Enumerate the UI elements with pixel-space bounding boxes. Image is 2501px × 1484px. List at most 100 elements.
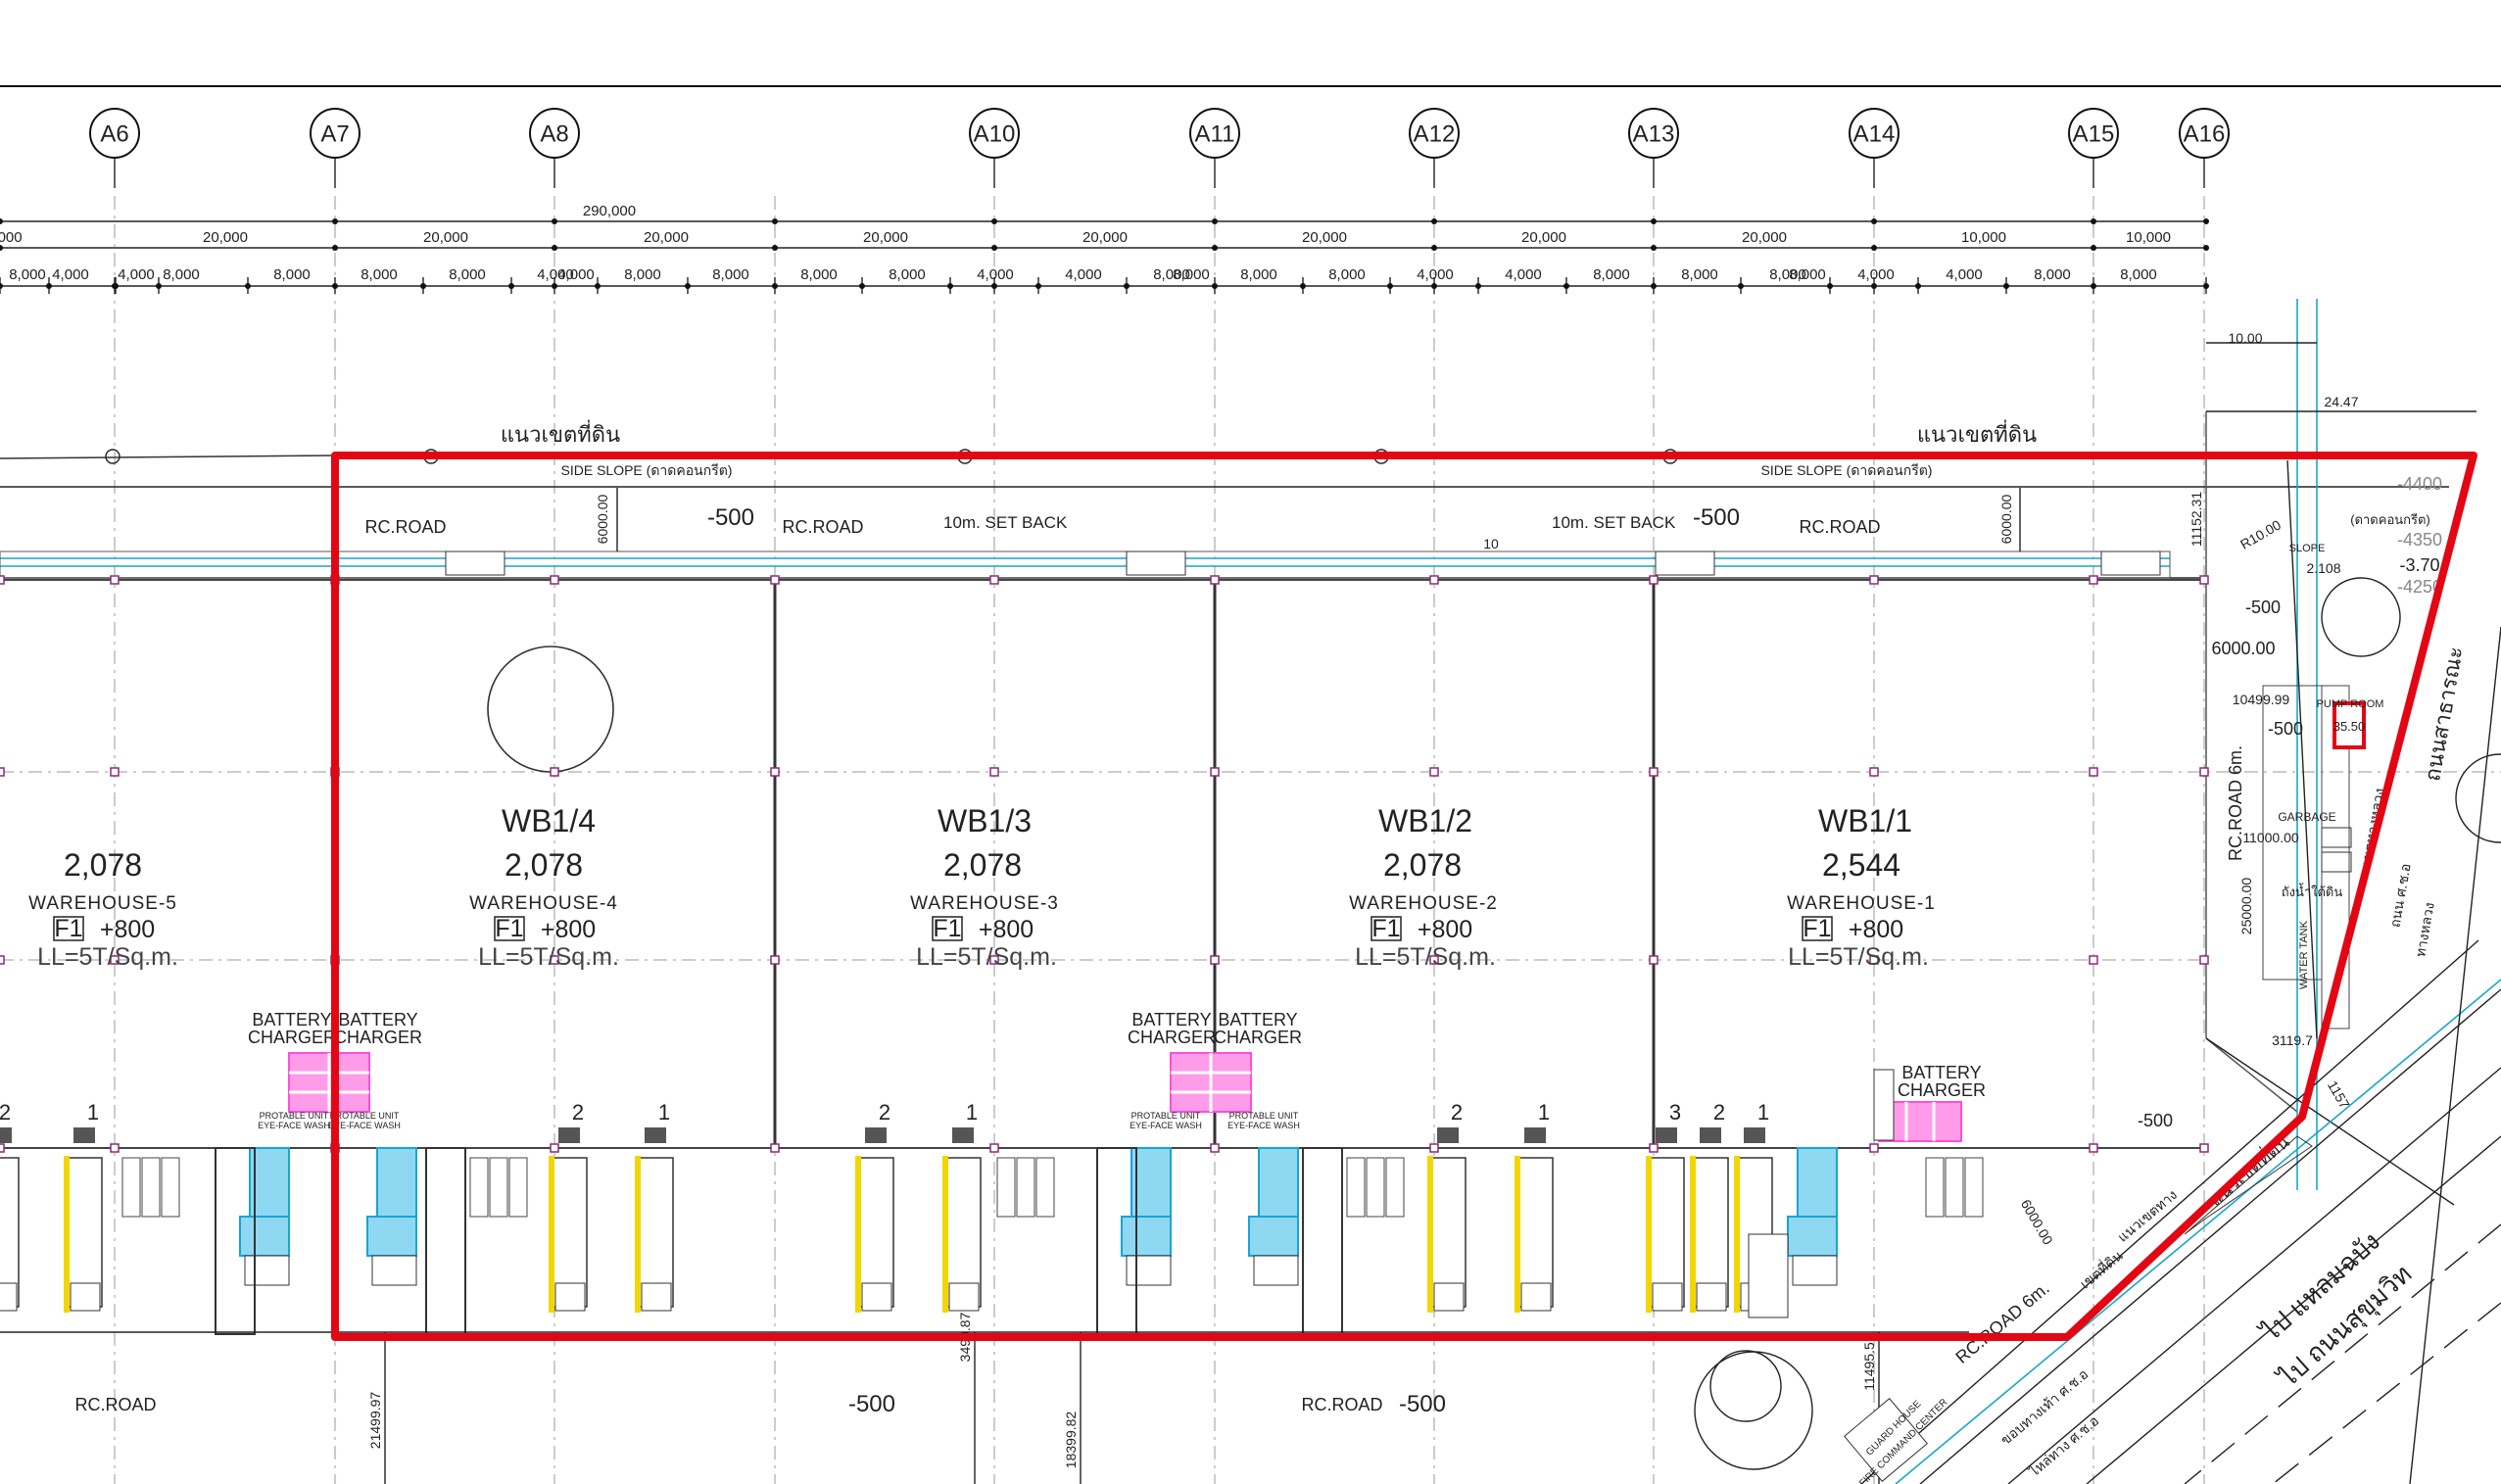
axis-label: A16 <box>2184 121 2226 148</box>
bay-dim-4: 20,000 <box>863 229 908 246</box>
bay-dim-8: 20,000 <box>1742 229 1787 246</box>
warehouse-area: 2,078 <box>505 847 583 883</box>
dock-number: 1 <box>1538 1100 1550 1125</box>
battery-charger-zone-left: BATTERY CHARGER BATTERY CHARGER PROTABLE… <box>248 1010 422 1130</box>
parking-space <box>1366 1157 1385 1218</box>
warehouse-5: 2,078 WAREHOUSE-5 F1 +800 LL=5T/Sq.m. <box>28 847 178 971</box>
column-marker <box>2199 575 2209 585</box>
column-markers <box>0 575 2209 1153</box>
column-marker <box>1429 955 1439 965</box>
warehouse-code: WB1/4 <box>502 803 596 838</box>
parking-space <box>1945 1157 1964 1218</box>
column-marker <box>1210 955 1220 965</box>
dim-6000-diag: 6000.00 <box>2018 1197 2056 1248</box>
parking-space <box>1964 1157 1984 1218</box>
sub-dimension-label: 8,000 <box>800 266 838 283</box>
warehouse-name: WAREHOUSE-3 <box>910 893 1059 914</box>
battery-charger-zone-mid: BATTERY CHARGER BATTERY CHARGER PROTABLE… <box>1128 1010 1302 1130</box>
dock-number: 1 <box>966 1100 978 1125</box>
eye-face-label: PROTABLE UNIT <box>330 1111 400 1121</box>
dim-3550: 35.50 <box>2333 719 2366 734</box>
top-road-zone <box>0 449 2449 579</box>
column-marker <box>1869 1143 1879 1153</box>
sub-dimension-label: 4,000 <box>977 266 1014 283</box>
overall-dimension-label: 290,000 <box>583 203 636 219</box>
warehouse-4: WB1/4 2,078 WAREHOUSE-4 F1 +800 LL=5T/Sq… <box>469 803 619 971</box>
parking-space <box>996 1157 1016 1218</box>
horizontal-grid-lines <box>0 771 2501 961</box>
rc-road-label-3: RC.ROAD <box>1799 517 1880 537</box>
warehouse-name: WAREHOUSE-5 <box>28 893 177 914</box>
parking-space <box>141 1157 161 1218</box>
axis-marker-a14 <box>1849 108 1900 159</box>
level-4250: -4250 <box>2397 577 2442 597</box>
parking-space <box>508 1157 528 1218</box>
sub-dimension-label: 8,000 <box>2034 266 2071 283</box>
battery-charger-zone-right: BATTERY CHARGER <box>1873 1063 1986 1142</box>
axis-label: A13 <box>1633 121 1675 148</box>
sub-dimension-label: 8,000 <box>1153 266 1190 283</box>
dock-number: 3 <box>1669 1100 1681 1125</box>
warehouse-3: WB1/3 2,078 WAREHOUSE-3 F1 +800 LL=5T/Sq… <box>910 803 1059 971</box>
column-marker <box>989 575 999 585</box>
loading-docks <box>0 1127 1984 1313</box>
dock-numbers: 2 1 2 1 2 1 2 1 3 2 1 <box>0 1100 1769 1125</box>
charger-label: CHARGER <box>1214 1028 1302 1047</box>
eye-face-label: EYE-FACE WASH <box>1130 1121 1202 1130</box>
sub-dimension-label: 8,000 <box>1240 266 1277 283</box>
column-marker <box>2089 767 2098 777</box>
forklift-equipment <box>249 1147 290 1218</box>
forklift-equipment <box>1258 1147 1299 1218</box>
dock-equipment <box>215 1147 1838 1335</box>
dim-21499: 21499.97 <box>367 1392 383 1450</box>
axis-marker-a6 <box>89 108 140 159</box>
live-load: LL=5T/Sq.m. <box>37 943 178 971</box>
column-marker <box>1429 1143 1439 1153</box>
column-marker <box>110 1143 120 1153</box>
column-marker <box>2089 575 2098 585</box>
column-marker <box>1210 575 1220 585</box>
parking-space <box>161 1157 180 1218</box>
column-marker <box>1429 575 1439 585</box>
side-slope-label: (ดาดคอนกรีต) <box>2350 512 2430 527</box>
dock-number: 2 <box>1713 1100 1725 1125</box>
axis-markers: A6 A7 A8 A10 A11 A12 A13 A14 A15 A16 <box>89 108 2230 188</box>
eye-face-label: PROTABLE UNIT <box>1229 1111 1299 1121</box>
charger-label: CHARGER <box>248 1028 336 1047</box>
dock-number: 1 <box>87 1100 99 1125</box>
column-marker <box>989 1143 999 1153</box>
column-marker <box>1649 767 1659 777</box>
warehouse-area: 2,544 <box>1822 847 1900 883</box>
column-marker <box>1210 767 1220 777</box>
sub-dimension-label: 8,000 <box>449 266 486 283</box>
sub-dimension-label: 4,000 <box>1065 266 1102 283</box>
sub-dimension-label: 8,000 <box>1789 266 1826 283</box>
charger-label: CHARGER <box>1128 1028 1216 1047</box>
rc-road-label-2: RC.ROAD <box>782 517 863 537</box>
floor-level-tag: F1 <box>495 915 523 942</box>
water-tank-thai-label: ถังน้ำใต้ดิน <box>2282 883 2343 899</box>
column-marker <box>2089 955 2098 965</box>
axis-label: A6 <box>100 121 128 148</box>
dock-leveler <box>645 1127 666 1143</box>
warehouse-name: WAREHOUSE-4 <box>469 893 618 914</box>
column-marker <box>0 767 5 777</box>
sub-dimension-label: 8,000 <box>1173 266 1210 283</box>
setback-label-1: 10m. SET BACK <box>943 513 1068 532</box>
bay-dim-10: 10,000 <box>2126 229 2171 246</box>
sub-dimension-chain: 8,000 4,000 4,000 8,000 8,000 8,000 8,000 4,000… <box>0 218 2209 294</box>
warehouse-area: 2,078 <box>1383 847 1462 883</box>
column-marker <box>1429 767 1439 777</box>
column-marker <box>1869 575 1879 585</box>
column-marker <box>550 767 559 777</box>
dim-11152: 11152.31 <box>2188 492 2204 548</box>
level-right-2: -500 <box>2268 719 2303 739</box>
eye-face-label: EYE-FACE WASH <box>258 1121 330 1130</box>
floor-level-value: +800 <box>541 916 596 943</box>
sub-dimension-label: 4,000 <box>52 266 89 283</box>
garbage-label: GARBAGE <box>2278 810 2335 824</box>
sub-dimension-label: 8,000 <box>1681 266 1718 283</box>
eye-face-label: EYE-FACE WASH <box>1227 1121 1300 1130</box>
column-marker <box>1649 575 1659 585</box>
column-marker <box>550 575 559 585</box>
